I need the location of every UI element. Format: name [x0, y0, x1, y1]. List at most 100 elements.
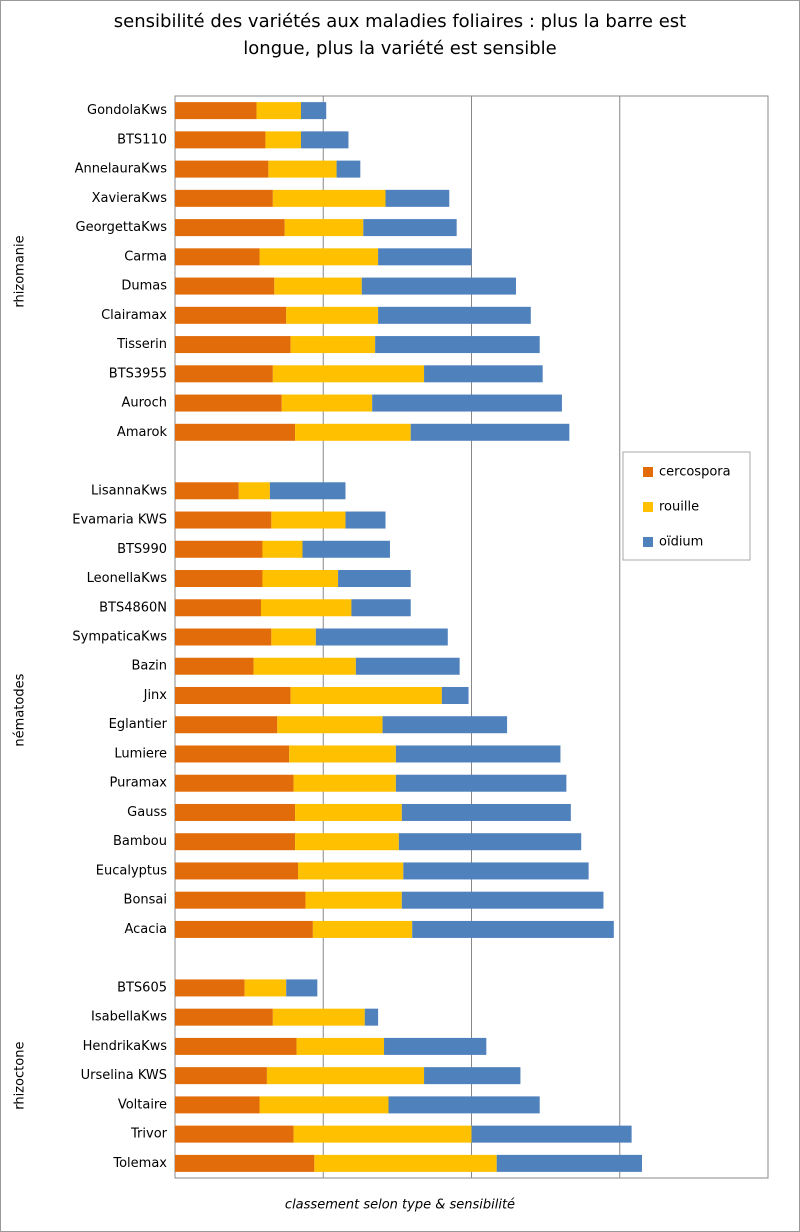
bar-segment: [378, 306, 531, 324]
y-tick-label: LeonellaKws: [87, 571, 168, 586]
bar-segment: [412, 920, 614, 938]
bar-segment: [244, 979, 287, 997]
bar-segment: [301, 102, 327, 120]
y-tick-label: Clairamax: [101, 308, 167, 323]
bar-segment: [175, 306, 287, 324]
bar-segment: [268, 160, 337, 178]
bar-segment: [271, 628, 316, 646]
y-tick-label: AnnelauraKws: [75, 162, 168, 177]
bar-segment: [269, 482, 346, 500]
y-tick-label: Acacia: [124, 922, 167, 937]
bar-segment: [290, 336, 376, 354]
bar-segment: [315, 628, 448, 646]
bar-segment: [271, 511, 346, 529]
group-label: nématodes: [13, 673, 28, 746]
bar-segment: [336, 160, 361, 178]
bar-segment: [175, 979, 245, 997]
bar-segment: [298, 862, 404, 880]
bar-segment: [361, 277, 516, 295]
bar-segment: [385, 189, 450, 207]
y-tick-label: Carma: [124, 249, 167, 264]
y-tick-label: HendrikaKws: [83, 1039, 168, 1054]
y-tick-label: Tolemax: [112, 1156, 167, 1171]
bar-segment: [272, 189, 386, 207]
bar-segment: [175, 277, 275, 295]
bar-segment: [253, 657, 356, 675]
y-tick-label: GondolaKws: [87, 103, 167, 118]
bar-segment: [286, 306, 379, 324]
bar-segment: [175, 1154, 315, 1172]
bar-segment: [266, 1067, 425, 1085]
y-tick-label: BTS110: [117, 132, 167, 147]
bar-segment: [403, 862, 589, 880]
bar-segment: [314, 1154, 497, 1172]
bar-segment: [175, 891, 306, 909]
bar-segment: [284, 219, 364, 237]
bar-segment: [259, 248, 379, 266]
y-tick-label: BTS605: [117, 980, 167, 995]
bar-segment: [424, 1067, 521, 1085]
bar-segment: [301, 131, 349, 149]
y-tick-label: Puramax: [110, 776, 168, 791]
bar-segment: [175, 423, 296, 441]
bar-segment: [290, 686, 442, 704]
bar-segment: [296, 1037, 385, 1055]
legend-swatch: [643, 537, 653, 547]
bar-segment: [401, 803, 571, 821]
bar-segment: [277, 716, 383, 734]
bar-segment: [293, 774, 396, 792]
bar-segment: [272, 365, 425, 383]
y-tick-label: BTS3955: [109, 366, 167, 381]
bar-segment: [424, 365, 543, 383]
y-tick-label: Dumas: [121, 279, 167, 294]
bar-segment: [375, 336, 540, 354]
y-tick-label: Gauss: [127, 805, 167, 820]
bar-segment: [401, 891, 604, 909]
x-axis-label: classement selon type & sensibilité: [285, 1198, 515, 1213]
bar-segment: [293, 1125, 472, 1143]
bar-segment: [364, 1008, 379, 1026]
y-tick-label: Amarok: [117, 425, 168, 440]
bar-segment: [384, 1037, 487, 1055]
bar-segment: [175, 862, 299, 880]
y-tick-label: Bambou: [113, 834, 167, 849]
y-tick-label: Eucalyptus: [96, 863, 167, 878]
bar-segment: [388, 1096, 540, 1114]
legend-label: oïdium: [659, 535, 703, 550]
bar-segment: [175, 716, 278, 734]
bar-segment: [382, 716, 508, 734]
bar-segment: [259, 1096, 389, 1114]
bar-segment: [175, 540, 263, 558]
bar-segment: [238, 482, 270, 500]
bar-segment: [410, 423, 570, 441]
y-tick-label: IsabellaKws: [91, 1010, 167, 1025]
y-tick-label: BTS990: [117, 542, 167, 557]
y-tick-label: Tisserin: [116, 337, 167, 352]
y-tick-label: Urselina KWS: [81, 1068, 167, 1083]
bar-segment: [289, 745, 396, 763]
bar-segment: [274, 277, 362, 295]
y-tick-label: BTS4860N: [99, 600, 167, 615]
bar-segment: [355, 657, 460, 675]
bar-segment: [175, 1125, 294, 1143]
bar-segment: [175, 745, 290, 763]
bar-segment: [175, 1067, 267, 1085]
group-label: rhizoctone: [13, 1042, 28, 1110]
bar-segment: [175, 833, 296, 851]
y-tick-label: LisannaKws: [91, 483, 167, 498]
bar-segment: [345, 511, 386, 529]
y-tick-label: Auroch: [121, 396, 167, 411]
bar-segment: [175, 628, 272, 646]
bar-segment: [265, 131, 302, 149]
bar-segment: [262, 570, 339, 588]
bar-segment: [175, 686, 291, 704]
y-tick-label: SympaticaKws: [72, 630, 167, 645]
y-tick-label: Eglantier: [109, 717, 168, 732]
y-tick-label: XavieraKws: [92, 191, 168, 206]
bar-segment: [295, 803, 402, 821]
bar-segment: [175, 920, 313, 938]
bar-segment: [175, 1037, 297, 1055]
bar-segment: [175, 189, 273, 207]
bar-segment: [338, 570, 411, 588]
